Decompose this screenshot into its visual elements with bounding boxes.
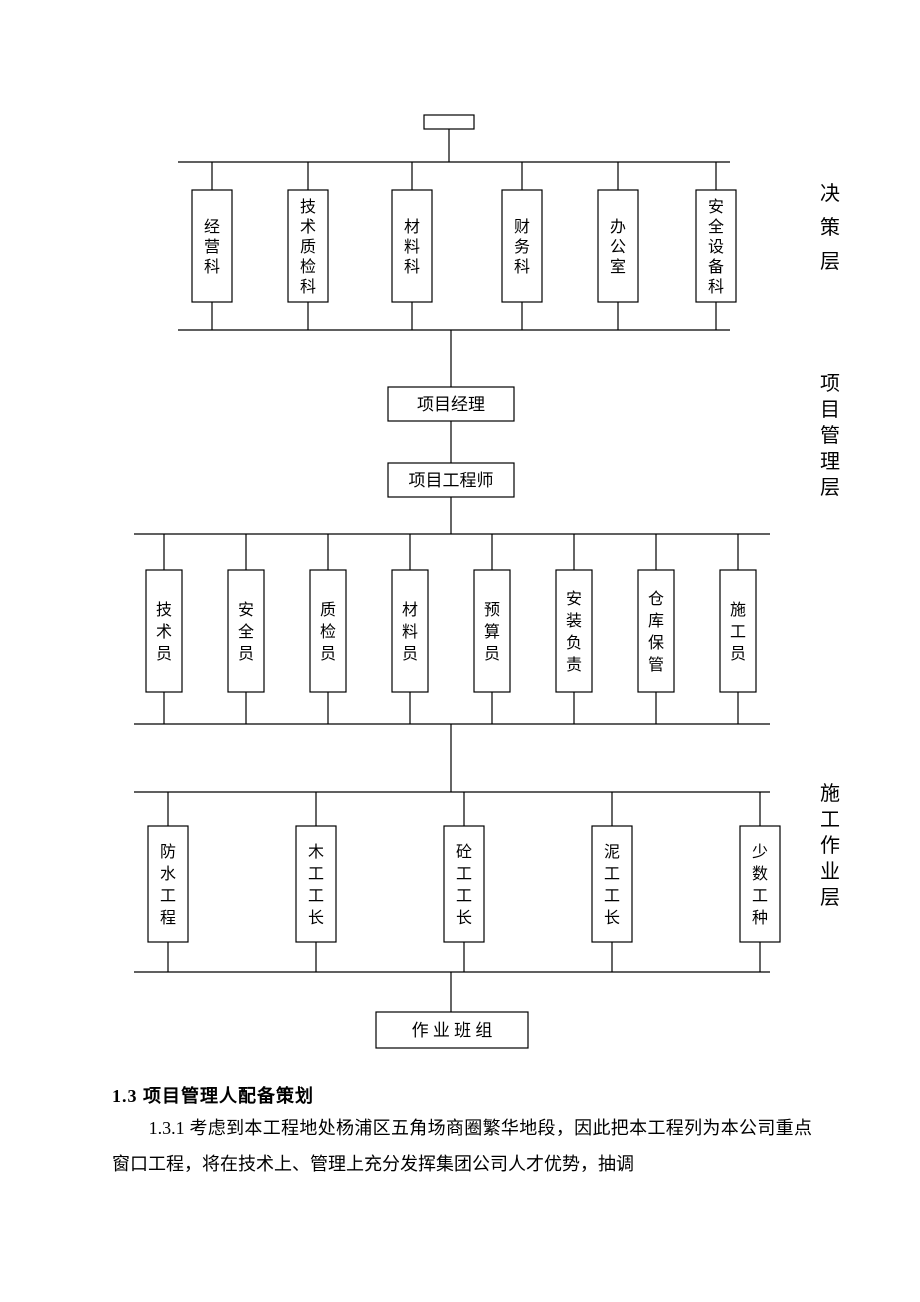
- svg-text:目: 目: [820, 399, 840, 421]
- svg-text:室: 室: [610, 258, 626, 276]
- svg-text:安: 安: [238, 601, 254, 619]
- svg-text:水: 水: [160, 865, 176, 883]
- svg-text:木: 木: [308, 843, 324, 861]
- svg-text:全: 全: [238, 623, 254, 641]
- svg-text:营: 营: [204, 238, 220, 256]
- svg-text:管: 管: [820, 424, 840, 447]
- svg-text:长: 长: [604, 909, 620, 927]
- svg-text:项: 项: [820, 373, 840, 395]
- svg-text:工: 工: [820, 809, 840, 831]
- svg-text:公: 公: [610, 239, 626, 256]
- svg-text:质: 质: [320, 601, 336, 619]
- svg-text:经: 经: [204, 218, 220, 236]
- svg-text:员: 员: [320, 645, 336, 663]
- svg-text:砼: 砼: [456, 843, 472, 861]
- svg-text:工: 工: [604, 888, 620, 905]
- svg-text:仓: 仓: [648, 590, 664, 608]
- svg-text:备: 备: [708, 258, 724, 276]
- svg-text:安: 安: [708, 198, 724, 216]
- svg-text:责: 责: [566, 656, 582, 674]
- svg-text:决: 决: [820, 182, 840, 205]
- svg-text:务: 务: [514, 238, 530, 256]
- svg-text:工: 工: [160, 888, 176, 905]
- svg-text:料: 料: [404, 238, 420, 256]
- svg-text:预: 预: [484, 601, 500, 619]
- svg-text:检: 检: [320, 623, 336, 641]
- svg-text:防: 防: [160, 843, 176, 861]
- svg-text:层: 层: [820, 251, 840, 273]
- svg-text:少: 少: [752, 843, 768, 861]
- svg-text:科: 科: [300, 278, 316, 296]
- svg-text:保: 保: [648, 634, 664, 652]
- svg-text:科: 科: [404, 258, 420, 276]
- svg-text:工: 工: [456, 866, 472, 883]
- svg-text:项目经理: 项目经理: [417, 395, 485, 414]
- svg-text:工: 工: [456, 888, 472, 905]
- svg-text:全: 全: [708, 218, 724, 236]
- svg-text:长: 长: [456, 909, 472, 927]
- svg-text:长: 长: [308, 909, 324, 927]
- svg-text:施: 施: [820, 782, 840, 805]
- svg-text:安: 安: [566, 590, 582, 608]
- svg-text:术: 术: [300, 218, 316, 236]
- svg-text:库: 库: [648, 612, 664, 630]
- svg-text:工: 工: [308, 866, 324, 883]
- svg-text:术: 术: [156, 623, 172, 641]
- svg-text:财: 财: [514, 218, 530, 236]
- svg-text:技: 技: [300, 198, 316, 216]
- section-heading: 1.3 项目管理人配备策划: [112, 1078, 314, 1114]
- svg-text:层: 层: [820, 887, 840, 909]
- svg-text:施: 施: [730, 601, 746, 619]
- svg-text:策: 策: [820, 216, 840, 239]
- svg-text:工: 工: [308, 888, 324, 905]
- svg-text:材: 材: [404, 218, 420, 236]
- svg-text:项目工程师: 项目工程师: [409, 471, 494, 490]
- svg-text:员: 员: [484, 645, 500, 663]
- page-root: 经营科技术质检科材料科财务科办公室安全设备科项目经理项目工程师技术员安全员质检员…: [0, 0, 920, 1302]
- svg-text:作 业 班 组: 作 业 班 组: [412, 1021, 493, 1040]
- svg-text:员: 员: [402, 645, 418, 663]
- svg-text:员: 员: [730, 645, 746, 663]
- svg-text:管: 管: [648, 656, 664, 674]
- org-chart: 经营科技术质检科材料科财务科办公室安全设备科项目经理项目工程师技术员安全员质检员…: [0, 0, 920, 1060]
- svg-text:工: 工: [730, 624, 746, 641]
- svg-text:数: 数: [752, 865, 768, 883]
- svg-text:科: 科: [514, 258, 530, 276]
- svg-text:办: 办: [610, 218, 626, 236]
- svg-text:装: 装: [566, 612, 582, 630]
- svg-text:泥: 泥: [604, 843, 620, 861]
- svg-text:种: 种: [752, 909, 768, 927]
- root-box: [424, 115, 474, 129]
- svg-text:算: 算: [484, 622, 500, 641]
- svg-text:员: 员: [238, 645, 254, 663]
- svg-text:工: 工: [604, 866, 620, 883]
- svg-text:材: 材: [402, 601, 418, 619]
- svg-text:作: 作: [820, 834, 840, 857]
- svg-text:设: 设: [708, 238, 724, 256]
- svg-text:负: 负: [566, 634, 582, 652]
- svg-text:科: 科: [204, 258, 220, 276]
- svg-text:技: 技: [156, 601, 172, 619]
- svg-text:检: 检: [300, 258, 316, 276]
- svg-text:料: 料: [402, 623, 418, 641]
- svg-text:员: 员: [156, 645, 172, 663]
- svg-text:科: 科: [708, 278, 724, 296]
- svg-text:理: 理: [820, 451, 840, 473]
- svg-text:工: 工: [752, 888, 768, 905]
- svg-text:程: 程: [160, 909, 176, 927]
- paragraph-1: 1.3.1 考虑到本工程地处杨浦区五角场商圈繁华地段，因此把本工程列为本公司重点…: [112, 1110, 812, 1182]
- svg-text:质: 质: [300, 238, 316, 256]
- svg-text:业: 业: [820, 860, 840, 883]
- svg-text:层: 层: [820, 477, 840, 499]
